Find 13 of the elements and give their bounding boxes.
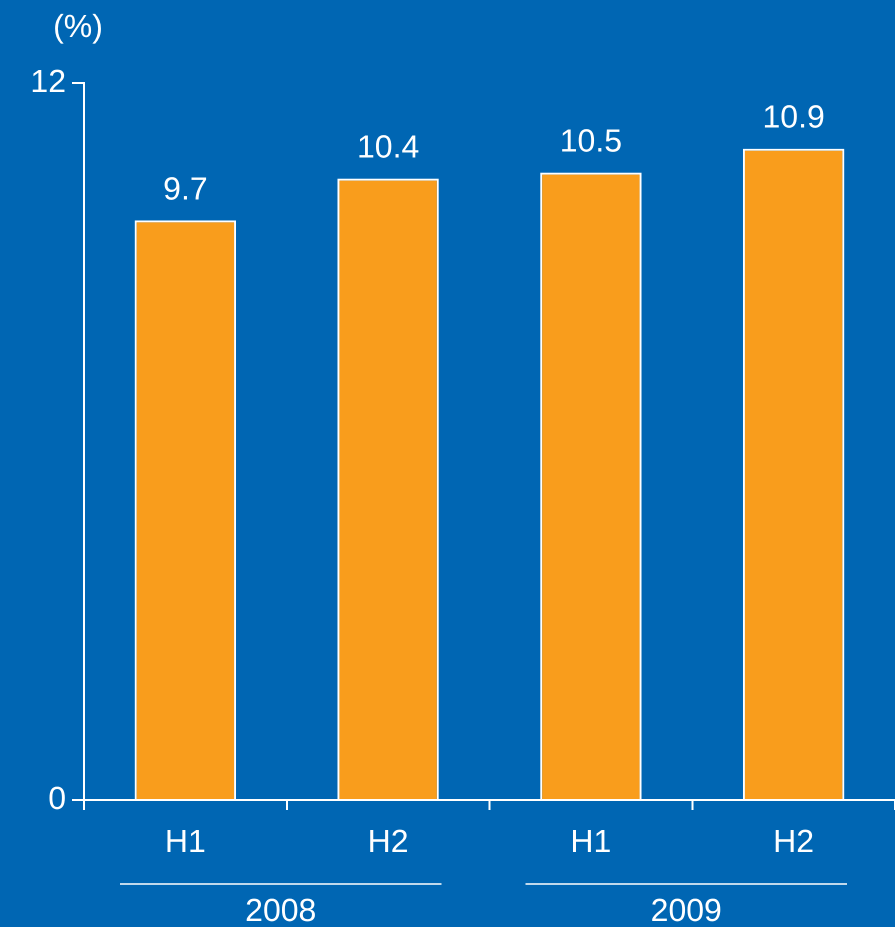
- data-label: 9.7: [163, 170, 208, 206]
- x-tick-label: H1: [164, 823, 206, 860]
- x-tick-label: H1: [570, 823, 612, 860]
- x-tick-label: H2: [368, 823, 409, 860]
- data-label: 10.9: [762, 98, 825, 135]
- y-axis-title: (%): [53, 8, 103, 44]
- x-tick-label: H2: [773, 823, 814, 860]
- y-tick-label: 12: [30, 62, 66, 99]
- data-label: 10.4: [356, 128, 420, 164]
- y-tick-label: 0: [48, 780, 66, 816]
- text: 2008: [245, 892, 316, 927]
- data-label: 10.5: [560, 122, 622, 158]
- text: 2009: [650, 892, 722, 927]
